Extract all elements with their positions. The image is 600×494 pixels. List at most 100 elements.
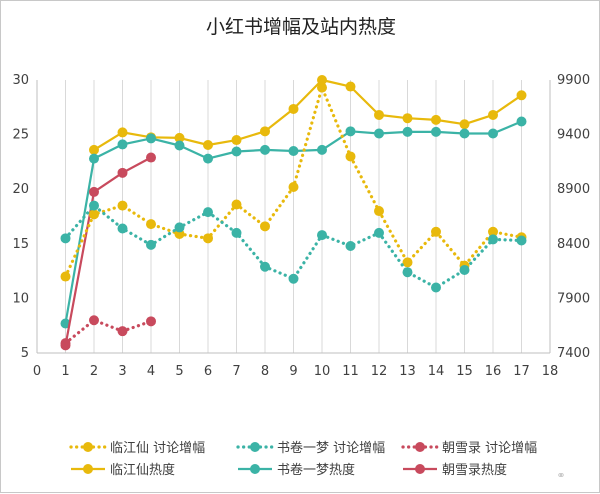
data-point	[488, 226, 498, 237]
data-point	[146, 133, 156, 144]
legend-label: 书卷一梦 讨论增幅	[277, 440, 385, 456]
series-line	[63, 318, 153, 345]
data-point	[288, 145, 299, 156]
data-point	[345, 240, 356, 251]
data-point	[288, 273, 299, 284]
data-point	[459, 128, 470, 139]
x-tick-label: 16	[485, 364, 502, 379]
data-point	[488, 109, 498, 120]
data-point	[231, 227, 242, 238]
y-tick-label-right: 8400	[557, 237, 590, 252]
y-tick-label-left: 15	[12, 237, 29, 252]
x-tick-label: 0	[33, 364, 41, 379]
y-tick-label-right: 7400	[557, 346, 590, 361]
data-point	[488, 234, 498, 245]
legend-swatch-marker	[83, 464, 93, 474]
data-point	[402, 126, 413, 137]
y-tick-label-right: 9400	[557, 128, 590, 143]
data-point	[174, 222, 185, 233]
data-point	[288, 103, 299, 114]
data-point	[60, 271, 71, 282]
data-point	[260, 144, 270, 155]
data-point	[117, 326, 128, 337]
data-point	[260, 221, 270, 232]
data-point	[174, 132, 185, 143]
data-point	[431, 114, 441, 125]
x-tick-label: 18	[542, 364, 559, 379]
x-tick-label: 7	[232, 364, 240, 379]
data-point	[516, 235, 527, 246]
data-point	[345, 151, 356, 162]
y-tick-label-right: 8900	[557, 182, 590, 197]
axis-layer: 0 1 2 3 4 5 6 7 8 9 10 11 12 13 14 15 16 17 18510152025307…	[12, 73, 590, 379]
legend-swatch-marker	[250, 464, 260, 474]
data-point	[345, 126, 356, 137]
data-point	[231, 135, 242, 146]
data-point	[374, 128, 384, 139]
data-point	[459, 265, 470, 276]
x-tick-label: 17	[513, 364, 530, 379]
chart-title: 小红书增幅及站内热度	[206, 16, 396, 38]
series-line	[93, 78, 523, 151]
series-layer	[60, 75, 527, 351]
x-tick-label: 8	[261, 364, 269, 379]
data-point	[89, 200, 99, 211]
x-tick-label: 2	[90, 364, 98, 379]
y-tick-label-left: 20	[12, 182, 29, 197]
data-point	[60, 338, 71, 349]
data-point	[488, 128, 498, 139]
data-point	[402, 257, 413, 268]
data-point	[317, 144, 327, 155]
data-point	[317, 82, 327, 93]
data-point	[203, 207, 213, 218]
data-point	[89, 186, 99, 197]
y-tick-label-left: 25	[12, 128, 29, 143]
data-point	[146, 316, 156, 327]
x-tick-label: 14	[428, 364, 445, 379]
data-point	[146, 239, 156, 250]
y-tick-label-right: 9900	[557, 73, 590, 88]
data-point	[231, 146, 242, 157]
y-tick-label-left: 5	[21, 346, 29, 361]
data-point	[431, 282, 441, 293]
data-point	[374, 227, 384, 238]
data-point	[60, 233, 71, 244]
x-tick-label: 1	[61, 364, 69, 379]
legend-swatch-marker	[83, 442, 93, 452]
x-tick-label: 13	[399, 364, 416, 379]
x-tick-label: 12	[371, 364, 388, 379]
x-tick-label: 9	[289, 364, 297, 379]
data-point	[317, 230, 327, 241]
data-point	[431, 126, 441, 137]
data-point	[89, 153, 99, 164]
legend-label: 临江仙 讨论增幅	[110, 441, 205, 456]
x-tick-label: 3	[118, 364, 126, 379]
watermark-text: ⚭	[556, 469, 565, 482]
data-point	[374, 109, 384, 120]
x-tick-label: 4	[147, 364, 155, 379]
series-line	[63, 204, 524, 290]
legend-swatch-marker	[250, 442, 260, 452]
data-point	[146, 152, 156, 163]
data-point	[431, 226, 441, 237]
legend-swatch-marker	[415, 442, 425, 452]
data-point	[117, 223, 128, 234]
legend-swatch-marker	[415, 464, 425, 474]
data-point	[317, 75, 327, 85]
legend-label: 书卷一梦热度	[277, 462, 355, 478]
y-tick-label-left: 30	[12, 73, 29, 88]
data-point	[89, 209, 99, 220]
legend-label: 临江仙热度	[110, 462, 175, 478]
legend-label: 朝雪录热度	[442, 462, 507, 478]
data-point	[117, 127, 128, 138]
data-point	[146, 219, 156, 230]
x-tick-label: 11	[342, 364, 359, 379]
x-tick-label: 10	[314, 364, 331, 379]
data-point	[402, 267, 413, 278]
data-point	[231, 199, 242, 210]
data-point	[516, 90, 527, 101]
x-tick-label: 6	[204, 364, 212, 379]
x-tick-label: 15	[456, 364, 473, 379]
